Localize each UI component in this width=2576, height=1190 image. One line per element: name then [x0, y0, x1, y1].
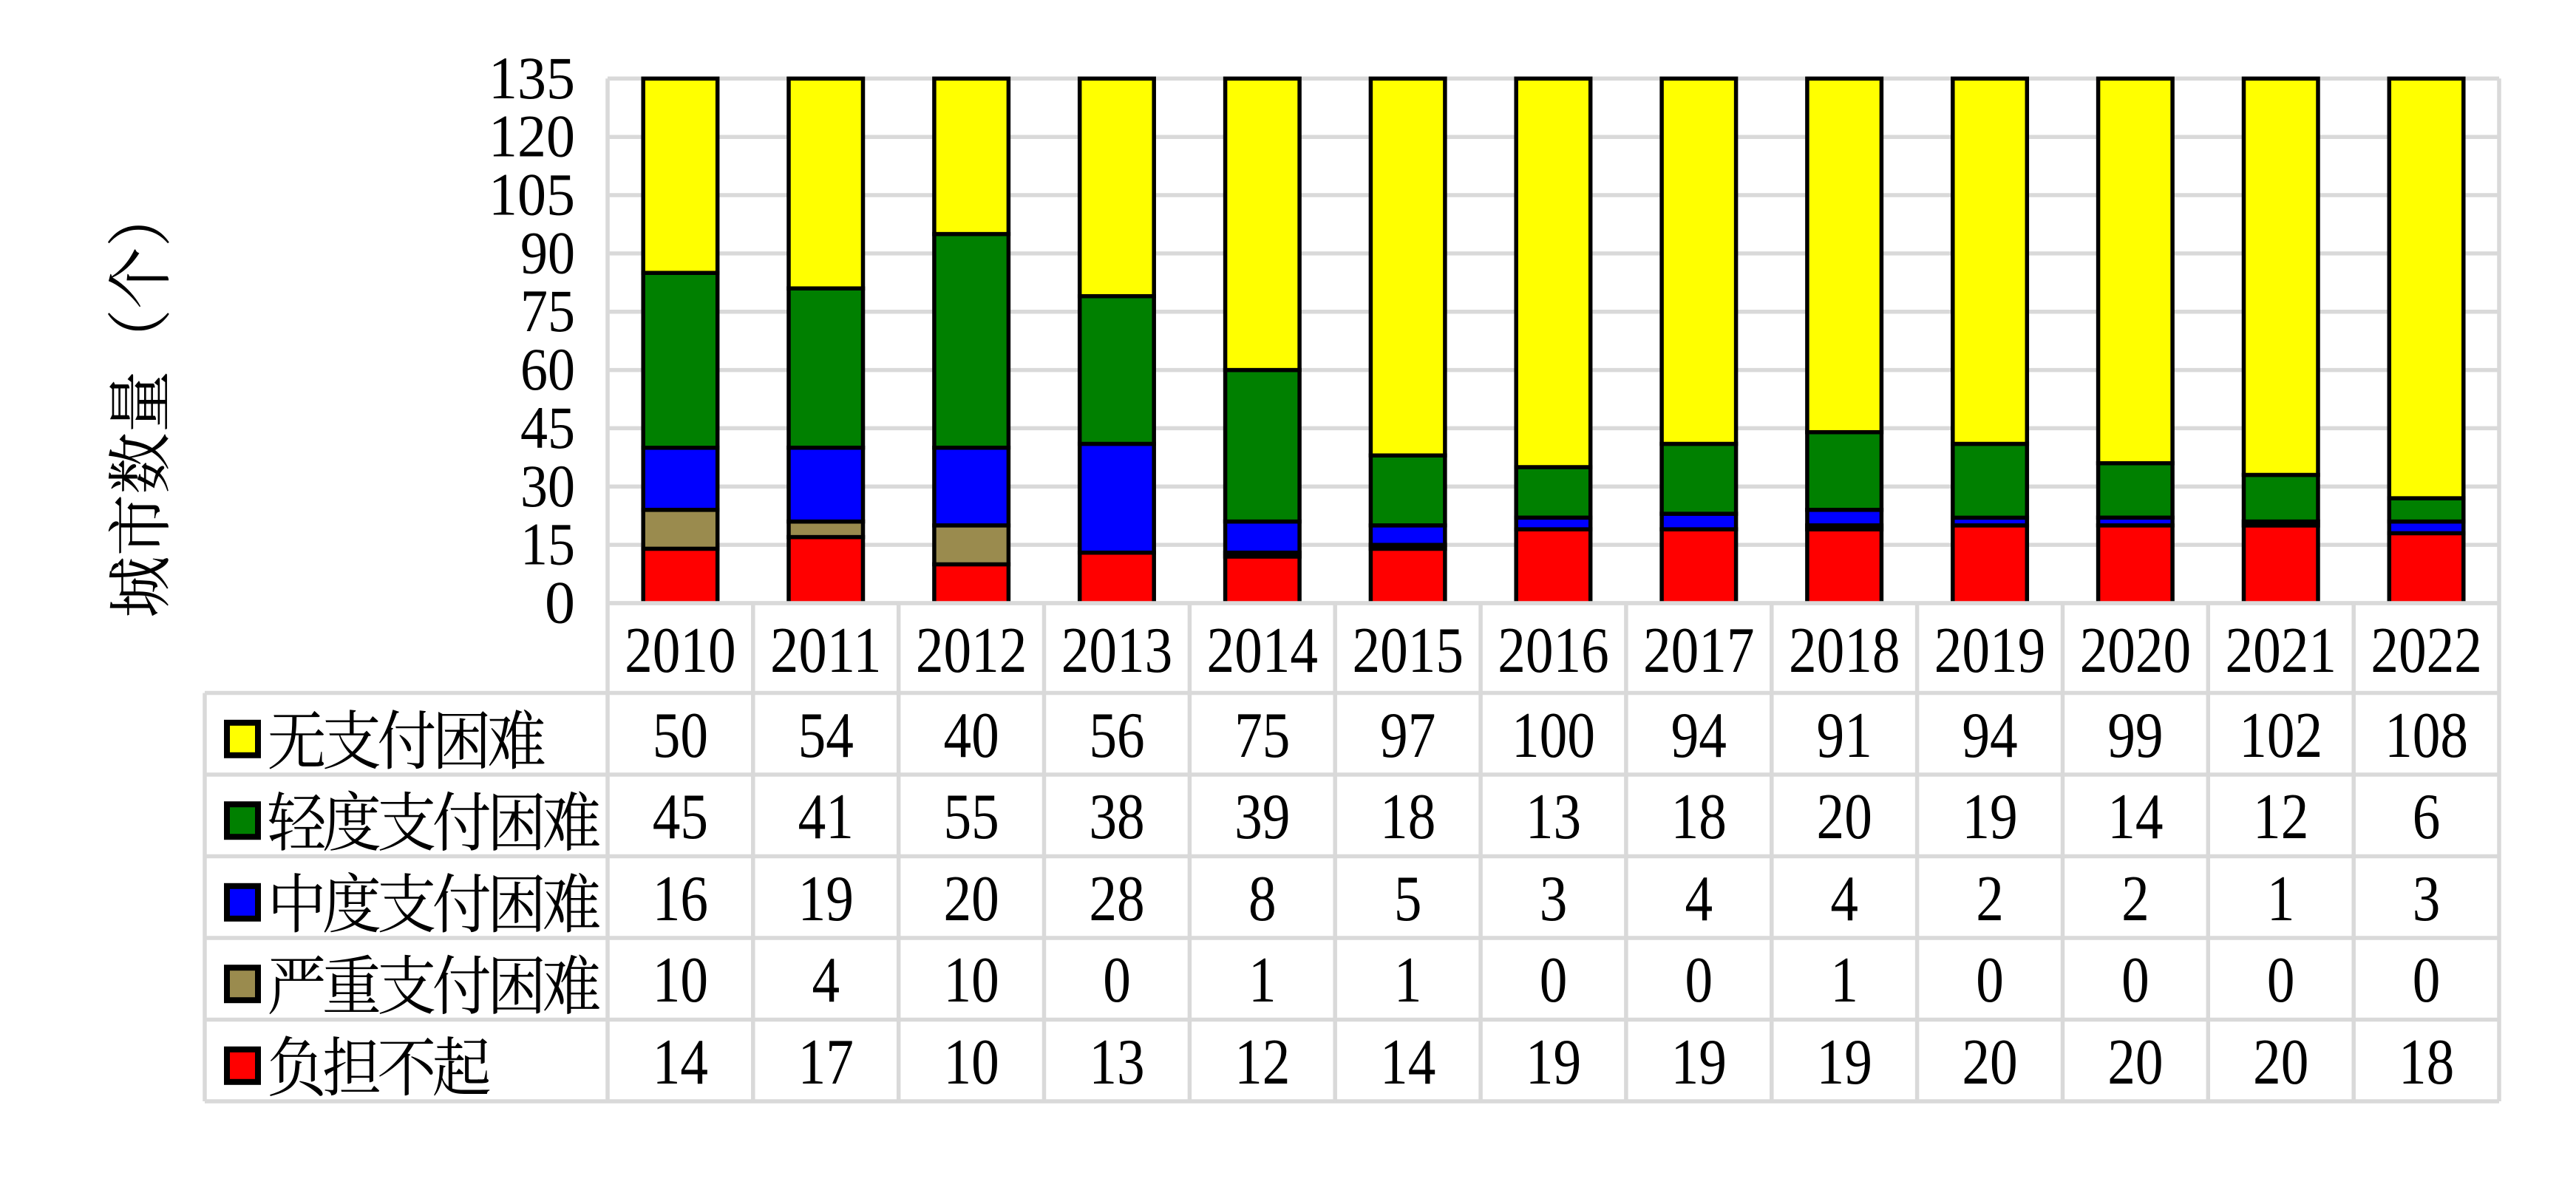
svg-text:2016: 2016: [1498, 615, 1609, 687]
svg-text:2010: 2010: [625, 615, 736, 687]
svg-text:12: 12: [1234, 1027, 1290, 1098]
svg-text:14: 14: [1380, 1027, 1435, 1098]
svg-text:14: 14: [2107, 781, 2163, 853]
svg-text:91: 91: [1817, 700, 1872, 772]
svg-text:0: 0: [2121, 945, 2150, 1016]
svg-text:19: 19: [1962, 781, 2017, 853]
svg-text:3: 3: [1540, 863, 1568, 935]
svg-text:10: 10: [653, 945, 708, 1016]
svg-text:0: 0: [2267, 945, 2295, 1016]
svg-text:12: 12: [2253, 781, 2308, 853]
svg-text:54: 54: [798, 700, 854, 772]
svg-text:2018: 2018: [1789, 615, 1900, 687]
svg-text:2012: 2012: [916, 615, 1027, 687]
svg-text:28: 28: [1089, 863, 1144, 935]
svg-text:5: 5: [1394, 863, 1422, 935]
svg-text:1: 1: [1394, 945, 1422, 1016]
svg-text:45: 45: [520, 394, 575, 461]
svg-text:75: 75: [520, 277, 575, 344]
svg-text:13: 13: [1089, 1027, 1144, 1098]
svg-text:45: 45: [653, 781, 708, 853]
svg-text:1: 1: [1248, 945, 1277, 1016]
svg-text:108: 108: [2385, 700, 2468, 772]
svg-text:19: 19: [1526, 1027, 1581, 1098]
svg-text:2013: 2013: [1061, 615, 1173, 687]
svg-text:2017: 2017: [1643, 615, 1755, 687]
svg-text:4: 4: [812, 945, 840, 1016]
svg-text:6: 6: [2413, 781, 2441, 853]
svg-text:2: 2: [2121, 863, 2150, 935]
svg-text:19: 19: [1817, 1027, 1872, 1098]
svg-text:20: 20: [2107, 1027, 2163, 1098]
svg-text:3: 3: [2413, 863, 2441, 935]
svg-text:0: 0: [545, 569, 575, 636]
svg-text:2014: 2014: [1207, 615, 1319, 687]
svg-text:55: 55: [943, 781, 999, 853]
svg-text:0: 0: [1685, 945, 1713, 1016]
svg-text:20: 20: [2253, 1027, 2308, 1098]
svg-text:94: 94: [1962, 700, 2017, 772]
svg-text:38: 38: [1089, 781, 1144, 853]
svg-text:102: 102: [2239, 700, 2322, 772]
svg-text:1: 1: [2267, 863, 2295, 935]
svg-text:16: 16: [653, 863, 708, 935]
svg-text:39: 39: [1234, 781, 1290, 853]
svg-text:0: 0: [1976, 945, 2004, 1016]
svg-text:20: 20: [1817, 781, 1872, 853]
svg-text:1: 1: [1830, 945, 1858, 1016]
svg-text:20: 20: [943, 863, 999, 935]
svg-text:2021: 2021: [2225, 615, 2337, 687]
svg-text:20: 20: [1962, 1027, 2017, 1098]
svg-text:8: 8: [1248, 863, 1277, 935]
svg-text:10: 10: [943, 945, 999, 1016]
svg-text:13: 13: [1526, 781, 1581, 853]
svg-text:105: 105: [489, 161, 575, 228]
svg-text:4: 4: [1685, 863, 1713, 935]
svg-text:50: 50: [653, 700, 708, 772]
svg-text:2019: 2019: [1934, 615, 2046, 687]
svg-text:2011: 2011: [770, 615, 882, 687]
svg-text:18: 18: [1380, 781, 1435, 853]
svg-text:40: 40: [943, 700, 999, 772]
svg-text:19: 19: [798, 863, 854, 935]
svg-text:18: 18: [2399, 1027, 2454, 1098]
svg-text:10: 10: [943, 1027, 999, 1098]
svg-text:17: 17: [798, 1027, 854, 1098]
svg-text:2015: 2015: [1352, 615, 1464, 687]
svg-text:99: 99: [2107, 700, 2163, 772]
svg-text:2020: 2020: [2080, 615, 2192, 687]
svg-text:4: 4: [1830, 863, 1858, 935]
svg-text:0: 0: [1540, 945, 1568, 1016]
svg-text:15: 15: [520, 511, 575, 578]
svg-text:135: 135: [489, 44, 575, 112]
svg-text:120: 120: [489, 103, 575, 170]
svg-text:90: 90: [520, 219, 575, 286]
svg-text:18: 18: [1671, 781, 1727, 853]
svg-text:75: 75: [1234, 700, 1290, 772]
svg-text:14: 14: [653, 1027, 708, 1098]
svg-text:60: 60: [520, 336, 575, 403]
svg-text:100: 100: [1512, 700, 1595, 772]
svg-text:19: 19: [1671, 1027, 1727, 1098]
svg-text:0: 0: [1103, 945, 1131, 1016]
svg-text:41: 41: [798, 781, 854, 853]
svg-text:30: 30: [520, 452, 575, 520]
svg-text:56: 56: [1089, 700, 1144, 772]
svg-text:94: 94: [1671, 700, 1727, 772]
svg-text:0: 0: [2413, 945, 2441, 1016]
svg-text:2: 2: [1976, 863, 2004, 935]
svg-text:2022: 2022: [2371, 615, 2482, 687]
svg-text:97: 97: [1380, 700, 1435, 772]
